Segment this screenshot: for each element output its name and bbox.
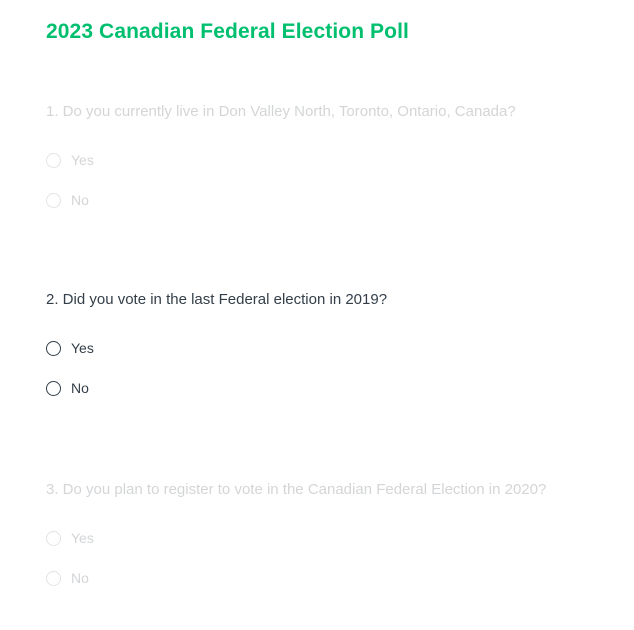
- radio-button-icon[interactable]: [46, 530, 61, 546]
- option-label: Yes: [71, 530, 94, 546]
- question-2: 2. Did you vote in the last Federal elec…: [46, 290, 606, 398]
- option-label: No: [71, 192, 89, 208]
- option-label: Yes: [71, 340, 94, 356]
- radio-button-icon[interactable]: [46, 192, 61, 208]
- option-label: No: [71, 570, 89, 586]
- question-1-option-yes[interactable]: Yes: [46, 150, 606, 170]
- question-3-option-yes[interactable]: Yes: [46, 528, 606, 548]
- survey-title: 2023 Canadian Federal Election Poll: [46, 20, 409, 43]
- question-1-text: 1. Do you currently live in Don Valley N…: [46, 103, 516, 120]
- radio-button-icon[interactable]: [46, 340, 61, 356]
- question-3-option-no[interactable]: No: [46, 568, 606, 588]
- question-3-options: Yes No: [46, 528, 606, 588]
- question-2-option-yes[interactable]: Yes: [46, 338, 606, 358]
- question-1: 1. Do you currently live in Don Valley N…: [46, 102, 606, 210]
- radio-button-icon[interactable]: [46, 380, 61, 396]
- question-2-options: Yes No: [46, 338, 606, 398]
- question-3-text: 3. Do you plan to register to vote in th…: [46, 481, 547, 498]
- question-2-text: 2. Did you vote in the last Federal elec…: [46, 291, 388, 308]
- radio-button-icon[interactable]: [46, 152, 61, 168]
- question-3: 3. Do you plan to register to vote in th…: [46, 480, 606, 588]
- option-label: No: [71, 380, 89, 396]
- option-label: Yes: [71, 152, 94, 168]
- radio-button-icon[interactable]: [46, 570, 61, 586]
- question-1-option-no[interactable]: No: [46, 190, 606, 210]
- question-1-options: Yes No: [46, 150, 606, 210]
- question-2-option-no[interactable]: No: [46, 378, 606, 398]
